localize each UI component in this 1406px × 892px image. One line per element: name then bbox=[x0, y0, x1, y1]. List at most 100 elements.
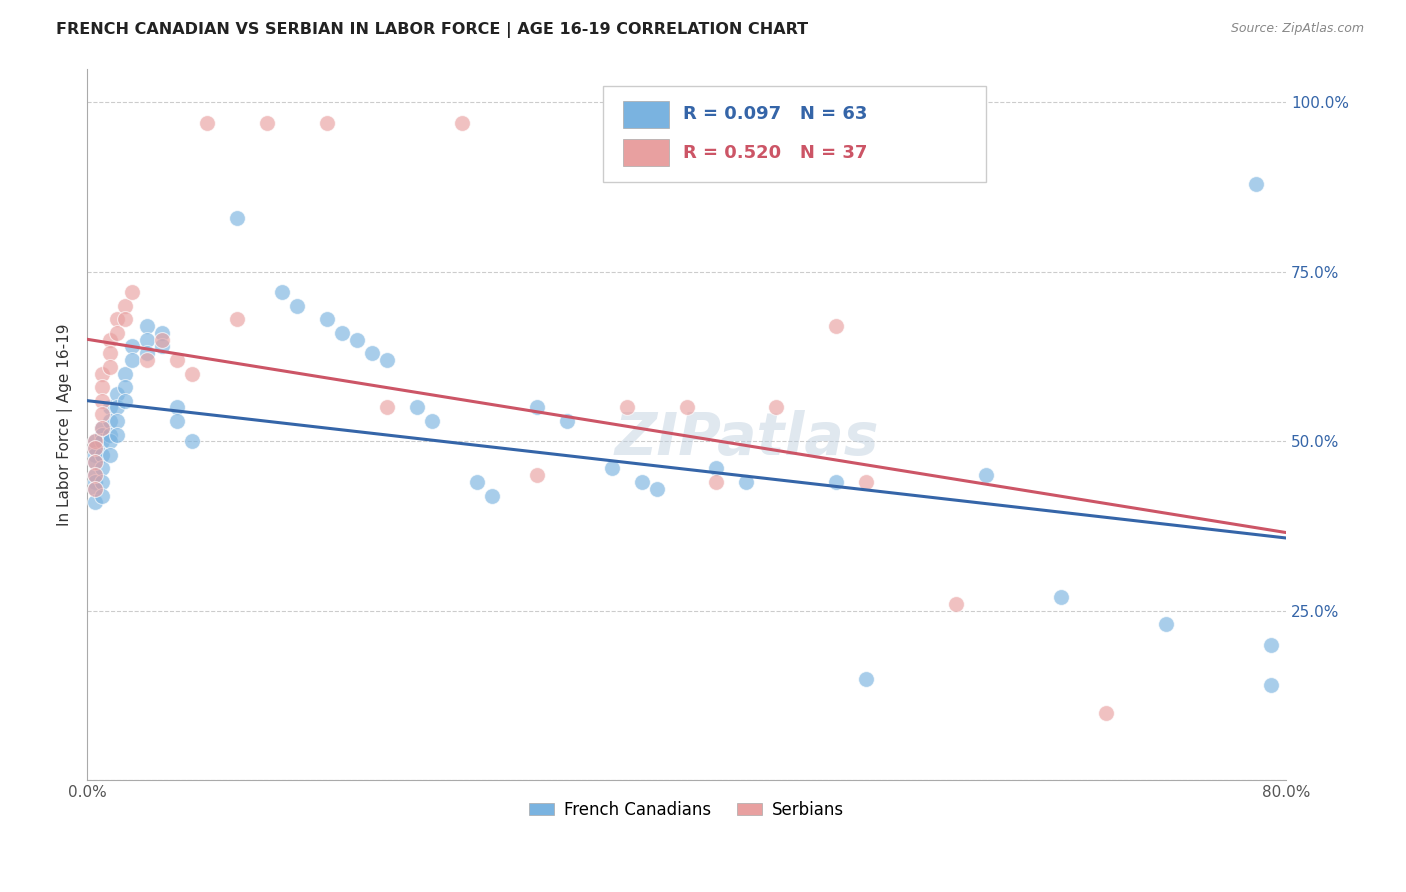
Point bbox=[83, 482, 105, 496]
Point bbox=[630, 475, 652, 489]
Point bbox=[114, 312, 136, 326]
Point bbox=[83, 455, 105, 469]
Point bbox=[121, 285, 143, 300]
Point bbox=[765, 401, 787, 415]
Point bbox=[114, 380, 136, 394]
Point bbox=[195, 116, 218, 130]
Point bbox=[315, 312, 337, 326]
Point bbox=[105, 312, 128, 326]
Point bbox=[98, 346, 121, 360]
Point bbox=[1095, 706, 1118, 720]
Point bbox=[105, 427, 128, 442]
Point bbox=[136, 346, 159, 360]
Point bbox=[91, 475, 114, 489]
Point bbox=[83, 434, 105, 449]
Point bbox=[91, 434, 114, 449]
Point bbox=[675, 401, 697, 415]
Point bbox=[181, 434, 204, 449]
Point bbox=[166, 414, 188, 428]
Point bbox=[526, 401, 548, 415]
Point bbox=[91, 489, 114, 503]
Point bbox=[121, 339, 143, 353]
Point bbox=[91, 461, 114, 475]
Point bbox=[256, 116, 278, 130]
Point bbox=[83, 441, 105, 455]
Text: ZIPatlas: ZIPatlas bbox=[614, 410, 879, 467]
Point bbox=[83, 434, 105, 449]
Point bbox=[105, 401, 128, 415]
Text: FRENCH CANADIAN VS SERBIAN IN LABOR FORCE | AGE 16-19 CORRELATION CHART: FRENCH CANADIAN VS SERBIAN IN LABOR FORC… bbox=[56, 22, 808, 38]
Point bbox=[121, 353, 143, 368]
Text: R = 0.097   N = 63: R = 0.097 N = 63 bbox=[683, 105, 868, 123]
Point bbox=[98, 401, 121, 415]
Point bbox=[825, 475, 848, 489]
Point bbox=[330, 326, 353, 340]
Point bbox=[526, 468, 548, 483]
Point bbox=[91, 448, 114, 462]
Point bbox=[83, 468, 105, 483]
Point bbox=[420, 414, 443, 428]
Point bbox=[91, 393, 114, 408]
Point bbox=[855, 475, 877, 489]
Point bbox=[83, 468, 105, 483]
Point bbox=[98, 427, 121, 442]
Y-axis label: In Labor Force | Age 16-19: In Labor Force | Age 16-19 bbox=[58, 323, 73, 525]
Point bbox=[114, 299, 136, 313]
Text: R = 0.520   N = 37: R = 0.520 N = 37 bbox=[683, 144, 868, 161]
Point bbox=[91, 427, 114, 442]
Point bbox=[136, 333, 159, 347]
Point bbox=[166, 401, 188, 415]
Point bbox=[600, 461, 623, 475]
Point bbox=[181, 367, 204, 381]
FancyBboxPatch shape bbox=[623, 101, 668, 128]
Point bbox=[105, 326, 128, 340]
Point bbox=[98, 448, 121, 462]
Point bbox=[945, 597, 967, 611]
Point bbox=[481, 489, 503, 503]
FancyBboxPatch shape bbox=[623, 139, 668, 166]
Point bbox=[226, 211, 249, 225]
Point bbox=[105, 414, 128, 428]
Point bbox=[405, 401, 427, 415]
Point bbox=[974, 468, 997, 483]
Point bbox=[91, 380, 114, 394]
Point bbox=[226, 312, 249, 326]
Point bbox=[136, 319, 159, 334]
Point bbox=[83, 455, 105, 469]
Point bbox=[1260, 638, 1282, 652]
Point bbox=[91, 367, 114, 381]
Point bbox=[645, 482, 668, 496]
Point bbox=[706, 461, 728, 475]
Point bbox=[114, 367, 136, 381]
Point bbox=[465, 475, 488, 489]
Point bbox=[83, 448, 105, 462]
Point bbox=[375, 401, 398, 415]
Point bbox=[98, 414, 121, 428]
Point bbox=[98, 434, 121, 449]
Point bbox=[360, 346, 382, 360]
Point bbox=[1154, 617, 1177, 632]
Point bbox=[735, 475, 758, 489]
Point bbox=[555, 414, 578, 428]
Point bbox=[83, 495, 105, 509]
Point bbox=[150, 339, 173, 353]
Point bbox=[270, 285, 292, 300]
Point bbox=[375, 353, 398, 368]
Point bbox=[150, 333, 173, 347]
Point bbox=[166, 353, 188, 368]
Point bbox=[825, 319, 848, 334]
Point bbox=[83, 475, 105, 489]
Point bbox=[450, 116, 472, 130]
Point bbox=[1244, 177, 1267, 191]
Text: Source: ZipAtlas.com: Source: ZipAtlas.com bbox=[1230, 22, 1364, 36]
Point bbox=[83, 441, 105, 455]
Point bbox=[346, 333, 368, 347]
Point bbox=[150, 326, 173, 340]
Point bbox=[855, 672, 877, 686]
Point bbox=[98, 333, 121, 347]
Point bbox=[285, 299, 308, 313]
Point bbox=[1050, 591, 1073, 605]
Point bbox=[706, 475, 728, 489]
Point bbox=[114, 393, 136, 408]
Point bbox=[105, 387, 128, 401]
